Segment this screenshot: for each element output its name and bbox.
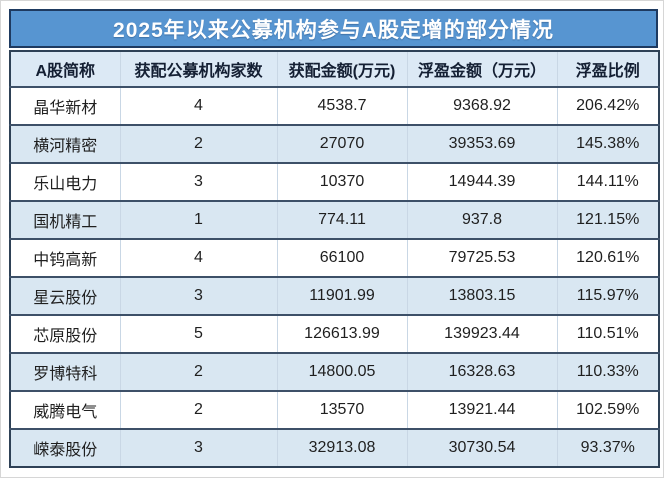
profit-ratio-cell: 102.59% (556, 391, 659, 429)
table-title-bar: 2025年以来公募机构参与A股定增的部分情况 (9, 9, 658, 48)
stock-name-cell: 芯原股份 (33, 328, 98, 345)
table-row: 晶华新材 4 4538.7 9368.92 206.42% (10, 87, 659, 125)
floating-profit-cell: 13803.15 (406, 277, 557, 315)
profit-ratio-cell: 110.51% (556, 315, 659, 353)
table-row: 国机精工 1 774.11 937.8 121.15% (10, 201, 659, 239)
institution-count-cell: 2 (119, 391, 277, 429)
table-row: 芯原股份 5 126613.99 139923.44 110.51% (10, 315, 659, 353)
floating-profit-cell: 16328.63 (406, 353, 557, 391)
table-header: A股简称 获配公募机构家数 获配金额(万元) 浮盈金额（万元） 浮盈比例 (10, 51, 659, 87)
allocated-amount-cell: 13570 (276, 391, 407, 429)
floating-profit-cell: 13921.44 (406, 391, 557, 429)
table-body: 晶华新材 4 4538.7 9368.92 206.42% 横河精密 2 270… (10, 87, 659, 467)
institution-count-cell: 3 (119, 277, 277, 315)
institution-count-cell: 3 (119, 429, 277, 467)
header-stock-name: A股简称 (10, 51, 120, 87)
profit-ratio-cell: 120.61% (556, 239, 659, 277)
stock-name-cell: 嵘泰股份 (33, 442, 98, 459)
floating-profit-cell: 9368.92 (406, 87, 557, 125)
stock-name-cell: 威腾电气 (33, 404, 98, 421)
allocated-amount-cell: 32913.08 (276, 429, 407, 467)
table-row: 中钨高新 4 66100 79725.53 120.61% (10, 239, 659, 277)
institution-count-cell: 4 (119, 239, 277, 277)
table-row: 威腾电气 2 13570 13921.44 102.59% (10, 391, 659, 429)
institution-count-cell: 5 (119, 315, 277, 353)
stock-name-cell: 晶华新材 (33, 100, 98, 117)
stock-name-cell: 罗博特科 (33, 366, 98, 383)
allocated-amount-cell: 126613.99 (276, 315, 407, 353)
placement-data-table: A股简称 获配公募机构家数 获配金额(万元) 浮盈金额（万元） 浮盈比例 晶华新… (9, 50, 660, 468)
profit-ratio-cell: 121.15% (556, 201, 659, 239)
profit-ratio-cell: 93.37% (556, 429, 659, 467)
profit-ratio-cell: 206.42% (556, 87, 659, 125)
institution-count-cell: 4 (119, 87, 277, 125)
floating-profit-cell: 30730.54 (406, 429, 557, 467)
floating-profit-cell: 139923.44 (406, 315, 557, 353)
allocated-amount-cell: 11901.99 (276, 277, 407, 315)
table-row: 横河精密 2 27070 39353.69 145.38% (10, 125, 659, 163)
institution-count-cell: 3 (119, 163, 277, 201)
header-floating-profit: 浮盈金额（万元） (406, 51, 557, 87)
allocated-amount-cell: 66100 (276, 239, 407, 277)
table-title: 2025年以来公募机构参与A股定增的部分情况 (113, 18, 554, 42)
profit-ratio-cell: 115.97% (556, 277, 659, 315)
table-container: A股简称 获配公募机构家数 获配金额(万元) 浮盈金额（万元） 浮盈比例 晶华新… (9, 50, 660, 468)
institution-count-cell: 2 (119, 353, 277, 391)
floating-profit-cell: 14944.39 (406, 163, 557, 201)
table-row: 罗博特科 2 14800.05 16328.63 110.33% (10, 353, 659, 391)
institution-count-cell: 1 (119, 201, 277, 239)
stock-name-cell: 乐山电力 (33, 176, 98, 193)
allocated-amount-cell: 4538.7 (276, 87, 407, 125)
header-profit-ratio: 浮盈比例 (556, 51, 659, 87)
allocated-amount-cell: 27070 (276, 125, 407, 163)
floating-profit-cell: 79725.53 (406, 239, 557, 277)
allocated-amount-cell: 14800.05 (276, 353, 407, 391)
allocated-amount-cell: 10370 (276, 163, 407, 201)
table-row: 乐山电力 3 10370 14944.39 144.11% (10, 163, 659, 201)
header-row: A股简称 获配公募机构家数 获配金额(万元) 浮盈金额（万元） 浮盈比例 (10, 51, 659, 87)
stock-name-cell: 横河精密 (33, 138, 98, 155)
profit-ratio-cell: 145.38% (556, 125, 659, 163)
allocated-amount-cell: 774.11 (276, 201, 407, 239)
profit-ratio-cell: 144.11% (556, 163, 659, 201)
table-row: 星云股份 3 11901.99 13803.15 115.97% (10, 277, 659, 315)
header-institution-count: 获配公募机构家数 (119, 51, 277, 87)
stock-name-cell: 星云股份 (33, 290, 98, 307)
profit-ratio-cell: 110.33% (556, 353, 659, 391)
stock-name-cell: 中钨高新 (33, 252, 98, 269)
floating-profit-cell: 937.8 (406, 201, 557, 239)
header-allocated-amount: 获配金额(万元) (276, 51, 407, 87)
table-row: 嵘泰股份 3 32913.08 30730.54 93.37% (10, 429, 659, 467)
floating-profit-cell: 39353.69 (406, 125, 557, 163)
stock-name-cell: 国机精工 (33, 214, 98, 231)
institution-count-cell: 2 (119, 125, 277, 163)
